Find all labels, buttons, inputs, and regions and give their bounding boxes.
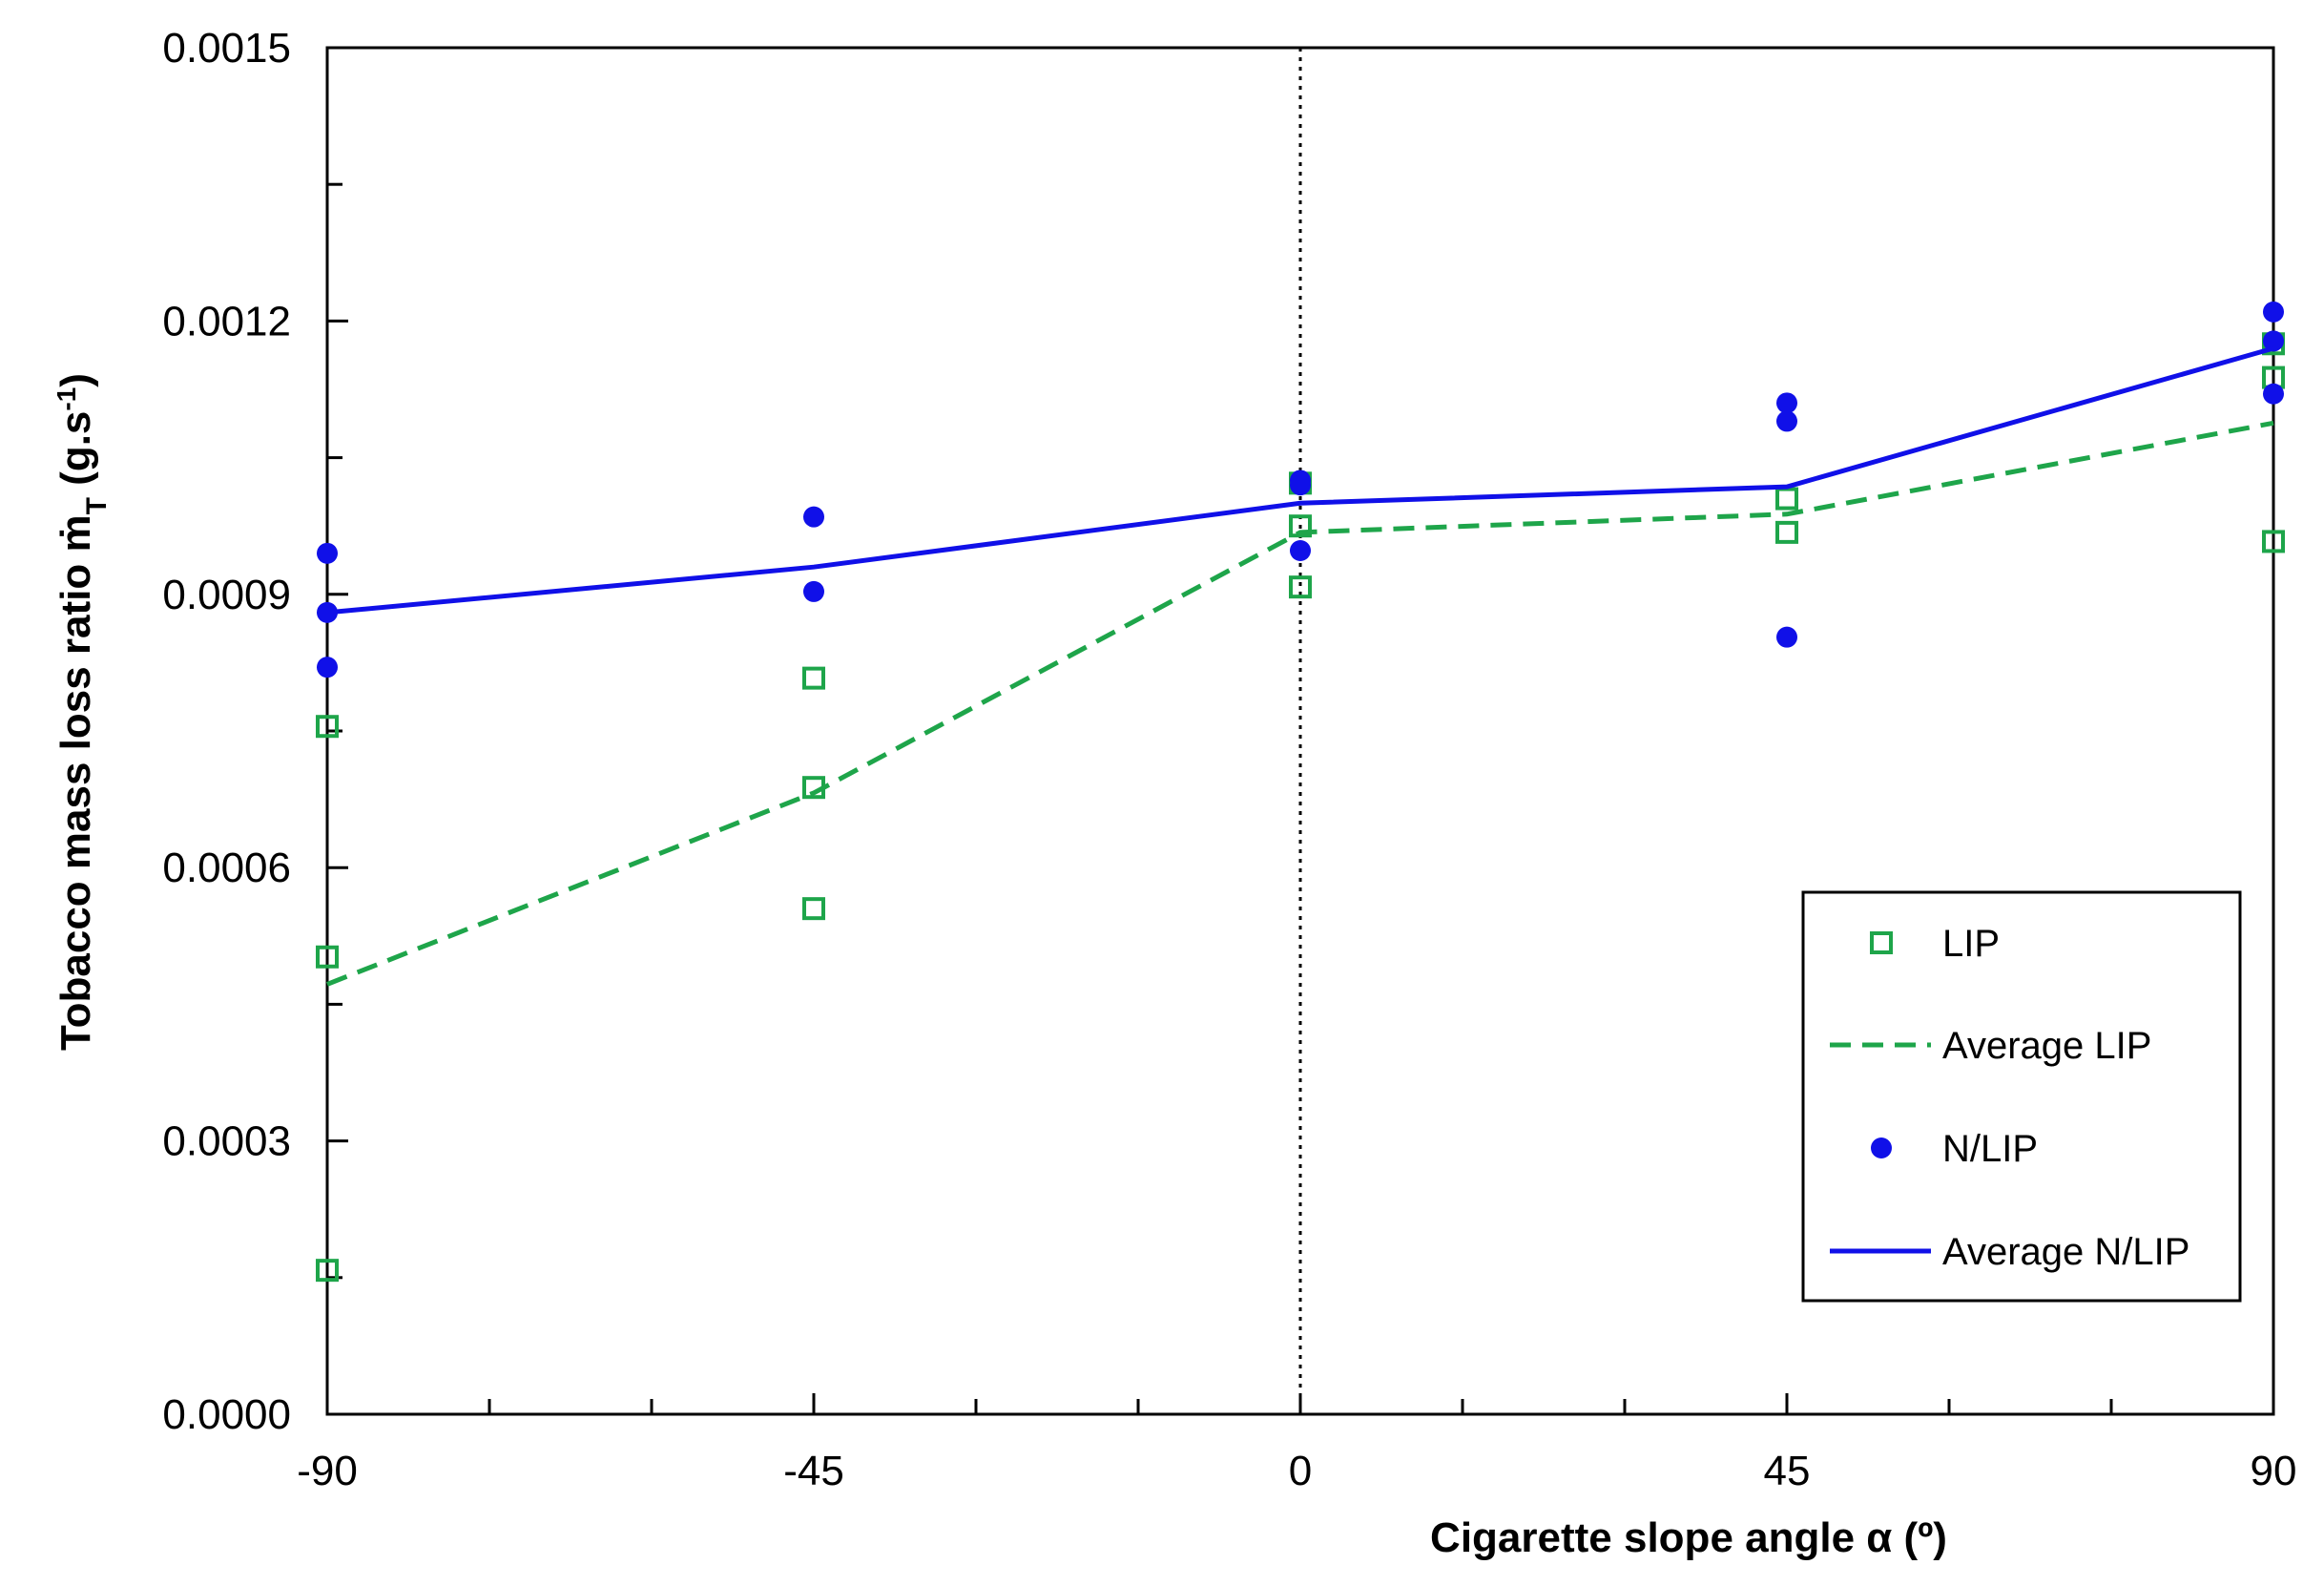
data-point (1776, 410, 1797, 432)
y-axis-title-units: (g.s (52, 411, 99, 497)
data-point (316, 1259, 339, 1283)
y-axis-title: Tobacco mass loss ratio ṁT (g.s-1) (52, 373, 113, 1051)
x-tick-label: 90 (2251, 1448, 2297, 1494)
series-average-lip (326, 420, 2274, 987)
y-tick-label: 0.0000 (162, 1391, 291, 1438)
series-line (326, 420, 2274, 987)
data-point (317, 657, 338, 678)
data-point (316, 715, 339, 739)
legend-entry: Average N/LIP (1830, 1231, 2189, 1273)
data-point (2263, 301, 2284, 323)
data-point (2263, 383, 2284, 405)
data-point (1776, 392, 1797, 414)
legend-swatch-marker (1871, 1137, 1892, 1158)
legend-box (1801, 890, 2242, 1303)
data-point (1290, 474, 1311, 496)
legend-label: N/LIP (1942, 1128, 2038, 1170)
series-average-n-lip (326, 345, 2274, 616)
y-axis-title-units-close: ) (52, 373, 99, 387)
legend-entry: N/LIP (1871, 1128, 2038, 1170)
y-tick-label: 0.0006 (162, 845, 291, 891)
y-tick-label: 0.0012 (162, 298, 291, 344)
legend-label: Average LIP (1942, 1025, 2151, 1067)
data-point (316, 945, 339, 969)
x-tick-label: 45 (1764, 1448, 1811, 1494)
y-axis-title-units-superscript: -1 (52, 387, 81, 411)
data-point (803, 580, 824, 602)
series-layer (316, 301, 2285, 1283)
data-point (802, 666, 825, 690)
legend-swatch-marker (1870, 931, 1893, 954)
x-tick-label: -90 (297, 1448, 358, 1494)
x-tick-label: -45 (783, 1448, 844, 1494)
legend-entry: LIP (1870, 923, 2000, 965)
data-point (317, 542, 338, 564)
legend-label: LIP (1942, 923, 2000, 965)
y-tick-label: 0.0015 (162, 25, 291, 72)
data-point (1775, 520, 1798, 544)
y-tick-label: 0.0003 (162, 1118, 291, 1165)
series-line (326, 345, 2274, 616)
series-n-lip (317, 301, 2284, 678)
data-point (2263, 330, 2284, 352)
y-axis-title-main: Tobacco mass loss ratio ṁ (52, 514, 99, 1051)
data-point (803, 506, 824, 528)
data-point (1776, 626, 1797, 648)
axis-titles: Cigarette slope angle α (º) Tobacco mass … (52, 373, 1947, 1561)
data-point (1290, 539, 1311, 561)
legend: LIP Average LIP N/LIP Average N/LIP (1801, 890, 2242, 1303)
axes: -90 -45 0 45 90 0.0000 0.0003 0.0006 0.0009 0.001… (162, 25, 2296, 1494)
legend-label: Average N/LIP (1942, 1231, 2189, 1273)
y-axis-title-subscript: T (81, 497, 113, 514)
series-lip (316, 332, 2285, 1283)
data-point (1289, 575, 1312, 599)
x-axis-title: Cigarette slope angle α (º) (1430, 1514, 1947, 1561)
y-tick-label: 0.0009 (162, 572, 291, 618)
data-point (802, 897, 825, 921)
data-point (2262, 530, 2285, 553)
x-tick-label: 0 (1289, 1448, 1312, 1494)
data-point (1289, 514, 1312, 538)
legend-entry: Average LIP (1830, 1025, 2151, 1067)
